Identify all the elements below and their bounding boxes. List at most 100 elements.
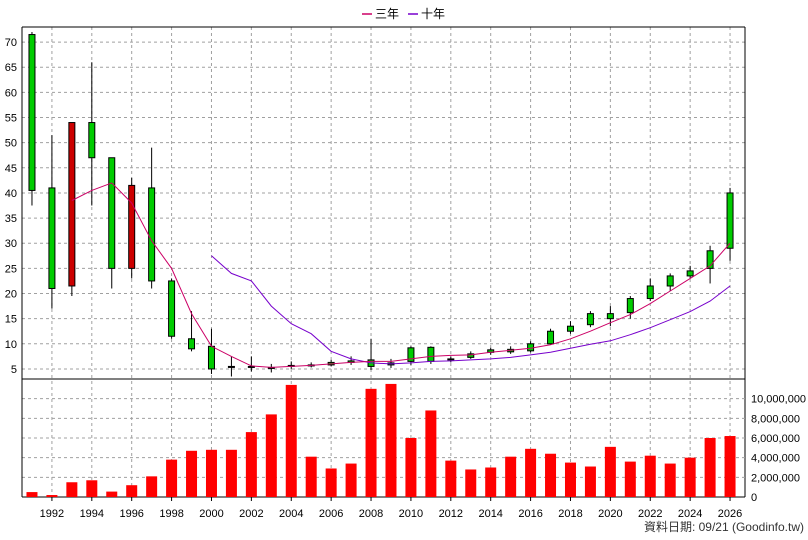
candle xyxy=(666,273,674,291)
legend-label: 三年 xyxy=(375,7,399,21)
candle-body-up xyxy=(207,345,215,370)
candle xyxy=(207,328,215,374)
volume-bar xyxy=(245,432,257,497)
volume-bar xyxy=(704,438,716,497)
candle-body-up xyxy=(108,157,116,269)
candle-body-up xyxy=(447,358,455,361)
legend-label: 十年 xyxy=(421,7,445,21)
candle-body-up xyxy=(586,313,594,326)
price-tick-label: 30 xyxy=(5,238,17,250)
volume-tick-label: 10,000,000 xyxy=(751,394,806,406)
candle xyxy=(646,278,654,302)
candle-body-up xyxy=(407,347,415,362)
candle xyxy=(247,356,255,372)
candle xyxy=(566,321,574,334)
volume-tick-label: 0 xyxy=(751,492,757,504)
volume-bar xyxy=(146,476,158,497)
x-tick-label: 2018 xyxy=(558,508,582,520)
price-tick-label: 65 xyxy=(5,62,17,74)
volume-tick-label: 6,000,000 xyxy=(751,433,800,445)
candle-body-up xyxy=(726,192,734,249)
candle-body-up xyxy=(547,330,555,345)
price-tick-label: 60 xyxy=(5,87,17,99)
candle-body-down xyxy=(68,122,76,287)
volume-bar xyxy=(425,410,437,497)
candle-body-up xyxy=(467,353,475,358)
candle xyxy=(88,62,96,206)
volume-bar xyxy=(405,438,417,497)
volume-bar xyxy=(285,384,297,497)
candle-body-up xyxy=(188,338,196,350)
candle-body-up xyxy=(626,298,634,314)
volume-bar xyxy=(365,388,377,497)
x-tick-label: 2024 xyxy=(678,508,702,520)
volume-bar xyxy=(106,491,118,497)
candle-body-up xyxy=(527,343,535,352)
volume-bar xyxy=(445,460,457,497)
candle xyxy=(267,363,275,373)
volume-tick-label: 2,000,000 xyxy=(751,472,800,484)
candle xyxy=(586,311,594,328)
volume-bar xyxy=(465,469,477,497)
price-tick-label: 70 xyxy=(5,37,17,49)
price-tick-label: 20 xyxy=(5,289,17,301)
volume-bar xyxy=(86,480,98,497)
candle-body-up xyxy=(48,187,56,289)
candle xyxy=(407,346,415,365)
candle xyxy=(487,347,495,355)
volume-bar xyxy=(126,485,138,497)
candle xyxy=(128,177,136,279)
x-tick-label: 1996 xyxy=(119,508,143,520)
candle-body-up xyxy=(227,365,235,368)
candle xyxy=(527,341,535,353)
x-tick-label: 2016 xyxy=(518,508,542,520)
candle-body-up xyxy=(666,275,674,287)
candle-body-down xyxy=(128,184,136,269)
candle-body-up xyxy=(28,34,36,191)
x-tick-label: 1992 xyxy=(40,508,64,520)
volume-bar xyxy=(186,450,198,497)
volume-bar xyxy=(345,463,357,497)
price-tick-label: 5 xyxy=(11,364,17,376)
price-tick-label: 45 xyxy=(5,163,17,175)
price-tick-label: 40 xyxy=(5,188,17,200)
volume-bar xyxy=(26,492,38,497)
x-tick-label: 2026 xyxy=(718,508,742,520)
volume-bar xyxy=(624,461,636,497)
x-tick-label: 2014 xyxy=(478,508,502,520)
candle xyxy=(706,245,714,284)
volume-bar xyxy=(46,495,58,497)
candle xyxy=(547,328,555,345)
x-tick-label: 2004 xyxy=(279,508,303,520)
candle xyxy=(447,356,455,363)
volume-bar xyxy=(525,448,537,497)
x-tick-label: 1994 xyxy=(80,508,104,520)
x-tick-label: 2020 xyxy=(598,508,622,520)
volume-bar xyxy=(724,436,736,497)
volume-bar xyxy=(584,466,596,497)
candle xyxy=(68,122,76,297)
candle xyxy=(726,187,734,261)
volume-bar xyxy=(205,449,217,497)
volume-panel: 0 2,000,000 4,000,000 6,000,000 8,000,000 10,… xyxy=(21,378,806,504)
price-tick-label: 15 xyxy=(5,314,17,326)
volume-bar xyxy=(66,482,78,497)
candle-body-up xyxy=(686,270,694,277)
ma-3yr-line xyxy=(71,182,731,368)
candle-body-up xyxy=(646,285,654,300)
candle xyxy=(227,356,235,377)
volume-bar xyxy=(505,456,517,497)
volume-bar xyxy=(485,467,497,497)
x-tick-label: 1998 xyxy=(159,508,183,520)
volume-bar xyxy=(166,459,178,497)
candle-body-up xyxy=(247,365,255,368)
candle xyxy=(168,278,176,339)
volume-bar xyxy=(305,456,317,497)
volume-bar xyxy=(325,468,337,497)
x-tick-label: 2002 xyxy=(239,508,263,520)
candle xyxy=(108,157,116,289)
volume-bar xyxy=(564,462,576,497)
x-tick-label: 2000 xyxy=(199,508,223,520)
ma-10yr-line xyxy=(211,255,731,365)
